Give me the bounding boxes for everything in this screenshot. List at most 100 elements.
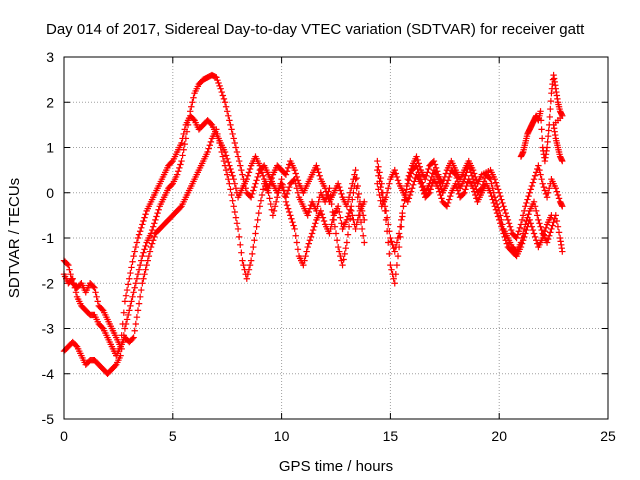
data-point (315, 198, 322, 205)
data-point (506, 223, 514, 230)
data-point (119, 320, 126, 328)
data-point (390, 275, 397, 282)
data-point (214, 76, 221, 84)
plot-frame (63, 56, 609, 420)
data-point (514, 231, 521, 238)
data-point (293, 173, 301, 181)
data-point (141, 214, 148, 221)
data-point (553, 217, 561, 225)
data-point (146, 248, 154, 255)
data-point (553, 188, 561, 195)
data-point (151, 220, 158, 227)
data-point (141, 246, 148, 253)
data-point (178, 139, 185, 147)
data-point (230, 203, 237, 210)
data-point (361, 239, 368, 246)
data-point (111, 362, 119, 370)
data-point (358, 225, 366, 233)
data-point (305, 208, 312, 216)
data-point (330, 216, 338, 224)
data-point (278, 180, 285, 187)
y-tick-label: -2 (42, 275, 55, 291)
data-point (257, 197, 265, 204)
data-point (433, 168, 441, 175)
data-point (394, 252, 402, 260)
data-point (251, 237, 258, 244)
data-point (543, 194, 551, 201)
data-point (188, 103, 195, 110)
data-point (138, 224, 145, 232)
data-point (314, 203, 321, 210)
data-point (140, 249, 147, 256)
data-point (350, 175, 357, 183)
data-point (224, 155, 231, 163)
data-point (537, 223, 544, 230)
data-point (462, 186, 469, 193)
data-point (357, 218, 365, 226)
data-point (547, 97, 555, 105)
data-point (72, 289, 80, 296)
data-point (150, 237, 157, 244)
data-point (354, 216, 361, 224)
data-point (443, 203, 451, 210)
data-point (180, 130, 187, 138)
data-point (284, 187, 292, 194)
grid-layer (64, 57, 608, 419)
data-point (256, 203, 264, 210)
data-point (548, 212, 555, 219)
data-point (344, 198, 352, 205)
data-point (408, 185, 416, 192)
data-point (411, 178, 418, 185)
data-point (150, 223, 157, 230)
data-point (131, 248, 138, 255)
data-point (535, 216, 542, 224)
data-point (470, 188, 478, 195)
data-point (258, 191, 266, 199)
data-point (492, 179, 500, 186)
data-point (224, 171, 231, 178)
data-point (222, 152, 230, 159)
y-tick-label: -1 (42, 230, 55, 246)
data-point (300, 261, 307, 269)
data-point (144, 257, 151, 264)
data-point (470, 170, 478, 177)
data-point (375, 172, 382, 179)
data-point (489, 196, 496, 203)
data-point (344, 231, 352, 238)
data-point (525, 211, 532, 218)
data-point (134, 234, 142, 242)
y-axis-label: SDTVAR / TECUs (6, 178, 23, 298)
data-point (64, 260, 71, 268)
data-point (304, 243, 311, 251)
y-tick-label: 3 (46, 49, 54, 65)
data-point (318, 211, 326, 218)
data-point (559, 203, 566, 210)
data-point (179, 152, 186, 159)
data-point (126, 307, 133, 314)
data-point (406, 169, 414, 176)
data-point (357, 203, 365, 210)
data-point (231, 208, 239, 216)
data-point (289, 218, 296, 226)
data-point (294, 246, 302, 253)
data-point (226, 162, 233, 169)
data-point (326, 230, 333, 237)
data-point (331, 223, 339, 230)
data-point (152, 216, 159, 224)
data-point (374, 157, 381, 165)
data-point (376, 191, 383, 199)
data-point (407, 188, 415, 195)
data-point (530, 230, 538, 237)
data-point (523, 226, 530, 234)
data-point (497, 192, 504, 200)
data-point (207, 138, 215, 146)
data-point (334, 243, 342, 251)
data-point (227, 165, 234, 173)
data-point (547, 229, 554, 236)
data-point (130, 252, 137, 260)
data-point (283, 168, 291, 175)
data-point (173, 171, 181, 178)
data-point (393, 261, 401, 269)
data-point (352, 166, 359, 174)
data-point (243, 175, 250, 183)
